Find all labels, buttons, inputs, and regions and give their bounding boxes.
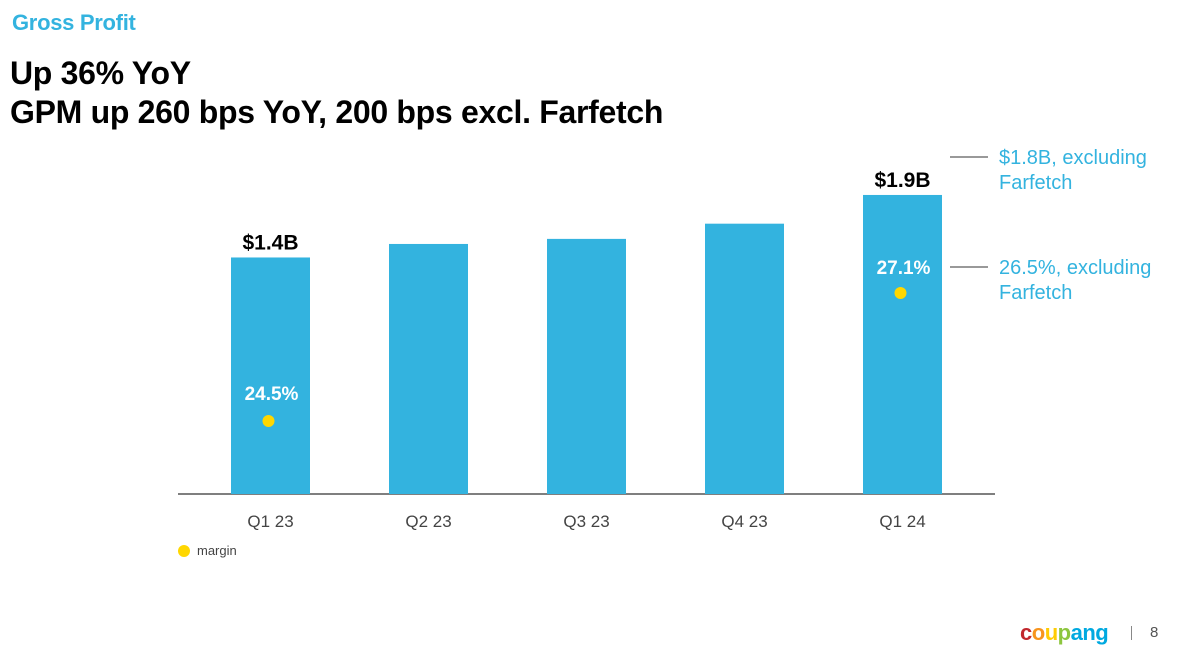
bar-q1-24	[863, 194, 942, 494]
headline-line-1: Up 36% YoY	[10, 55, 191, 91]
section-kicker: Gross Profit	[12, 10, 136, 35]
bar-q1-23	[231, 257, 310, 494]
coupang-logo: coupang	[1020, 620, 1109, 645]
x-tick-label: Q4 23	[721, 512, 767, 531]
margin-value-label: 24.5%	[245, 384, 299, 405]
headline-line-2: GPM up 260 bps YoY, 200 bps excl. Farfet…	[10, 94, 664, 130]
slide-headline: Up 36% YoY GPM up 260 bps YoY, 200 bps e…	[10, 54, 663, 132]
bar-q3-23	[547, 238, 626, 494]
margin-marker	[894, 287, 907, 299]
margin-marker	[262, 415, 275, 427]
legend-margin-label: margin	[197, 543, 237, 558]
annotation-gross-profit-ex-farfetch: $1.8B, excluding Farfetch	[999, 147, 1147, 194]
bar-q4-23	[705, 223, 784, 494]
bar-value-label: $1.9B	[874, 169, 930, 192]
bar-q2-23	[389, 243, 468, 494]
x-tick-label: Q1 24	[879, 512, 925, 531]
x-tick-label: Q3 23	[563, 512, 609, 531]
footer-divider	[1131, 626, 1132, 640]
annotation-margin-ex-farfetch: 26.5%, excluding Farfetch	[999, 257, 1152, 304]
legend-margin-marker	[178, 545, 190, 557]
x-tick-label: Q1 23	[247, 512, 293, 531]
page-number: 8	[1150, 624, 1159, 641]
margin-value-label: 27.1%	[877, 258, 931, 279]
bar-value-label: $1.4B	[242, 231, 298, 254]
x-tick-label: Q2 23	[405, 512, 451, 531]
